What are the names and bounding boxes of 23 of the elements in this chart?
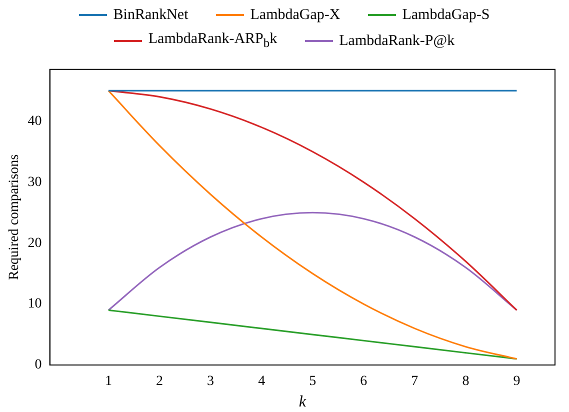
- legend-label: LambdaGap-S: [402, 6, 490, 24]
- x-tick-label: 2: [156, 374, 164, 390]
- y-tick-label: 0: [34, 358, 42, 373]
- x-tick-label: 4: [258, 374, 266, 390]
- x-tick-label: 5: [309, 374, 316, 390]
- line-series: [108, 90, 518, 311]
- y-tick-label: 30: [28, 174, 42, 190]
- legend-label: LambdaRank-ARP$_{b}$k: [148, 31, 278, 51]
- line-series: [108, 90, 518, 360]
- x-tick-label: 6: [360, 374, 368, 390]
- legend-label: LambdaGap-X: [250, 6, 340, 24]
- y-tick-label: 20: [28, 236, 42, 251]
- x-tick-label: 7: [411, 374, 418, 390]
- x-tick-label: 8: [462, 374, 470, 390]
- y-tick-label: 10: [28, 296, 42, 312]
- x-tick-label: 1: [104, 374, 112, 390]
- legend-label: LambdaRank-P@k: [339, 32, 455, 50]
- y-axis-title: Required comparisons: [7, 154, 22, 280]
- x-tick-label: 3: [207, 374, 214, 390]
- y-tick-label: 40: [28, 114, 42, 129]
- x-axis-title: k: [298, 394, 307, 411]
- legend-label: BinRankNet: [113, 6, 188, 24]
- x-tick-label: 9: [513, 374, 520, 390]
